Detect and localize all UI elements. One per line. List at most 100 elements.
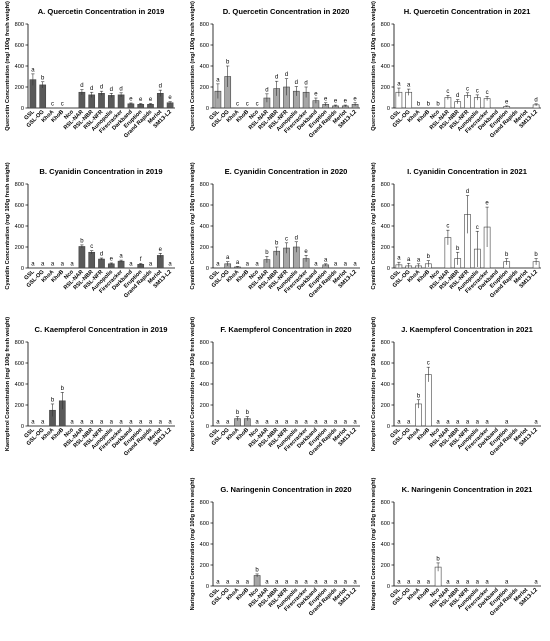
- y-tick-label: 600: [200, 521, 209, 527]
- significance-letter: b: [246, 410, 250, 416]
- panel-g: G. Naringenin Concentration in 2020 Narin…: [190, 478, 360, 617]
- bar: [88, 251, 96, 269]
- significance-letter: b: [61, 386, 65, 392]
- significance-letter: a: [236, 260, 240, 266]
- bar: [98, 258, 105, 269]
- significance-letter: a: [168, 262, 172, 268]
- significance-letter: d: [295, 80, 298, 86]
- significance-letter: a: [397, 580, 401, 586]
- panel-title: D. Quercetin Concentration in 2020: [223, 7, 350, 16]
- y-tick-label: 800: [381, 182, 390, 188]
- significance-letter: b: [236, 410, 240, 416]
- y-axis-label: Cyanidin Concentration (mg/ 100g fresh w…: [190, 162, 196, 289]
- significance-letter: d: [100, 85, 103, 91]
- significance-letter: a: [476, 580, 480, 586]
- panel-j: J. Kaempferol Concentration in 2021 Kaemp…: [371, 317, 541, 457]
- significance-letter: a: [226, 580, 230, 586]
- y-tick-label: 200: [15, 85, 24, 91]
- y-tick-label: 800: [200, 182, 209, 188]
- significance-letter: d: [119, 86, 122, 92]
- y-tick-label: 600: [15, 43, 24, 49]
- significance-letter: a: [80, 420, 84, 426]
- significance-letter: b: [417, 102, 421, 108]
- significance-letter: a: [456, 580, 460, 586]
- significance-letter: b: [255, 567, 259, 573]
- panel-k: K. Naringenin Concentration in 2021 Narin…: [371, 478, 541, 617]
- panel-title: A. Quercetin Concentration in 2019: [38, 7, 165, 16]
- y-tick-label: 0: [21, 266, 24, 272]
- significance-letter: c: [285, 236, 288, 242]
- significance-letter: c: [476, 88, 479, 94]
- panel-b: B. Cyanidin Concentration in 2019 Cyanidi…: [5, 162, 175, 299]
- y-tick-label: 200: [381, 403, 390, 409]
- significance-letter: a: [119, 254, 123, 260]
- significance-letter: a: [314, 420, 318, 426]
- significance-letter: a: [407, 420, 411, 426]
- y-tick-label: 800: [15, 340, 24, 346]
- y-tick-label: 800: [200, 340, 209, 346]
- significance-letter: e: [344, 99, 348, 105]
- significance-letter: a: [466, 580, 470, 586]
- y-tick-label: 800: [381, 22, 390, 28]
- y-tick-label: 0: [206, 424, 209, 430]
- significance-letter: a: [168, 420, 172, 426]
- y-tick-label: 400: [15, 382, 24, 388]
- significance-letter: b: [275, 241, 279, 247]
- panel-a: A. Quercetin Concentration in 2019 Querce…: [5, 1, 175, 139]
- y-tick-label: 400: [200, 224, 209, 230]
- significance-letter: a: [407, 257, 411, 263]
- y-axis-label: Quercetin Concentration (mg/ 100g fresh …: [190, 1, 196, 131]
- significance-letter: e: [168, 95, 172, 101]
- y-axis-label: Naringenin Concentration (mg/ 100g fresh…: [190, 478, 196, 611]
- significance-letter: a: [446, 580, 450, 586]
- y-tick-label: 400: [381, 382, 390, 388]
- significance-letter: d: [80, 83, 83, 89]
- y-tick-label: 600: [381, 521, 390, 527]
- significance-letter: a: [476, 420, 480, 426]
- panel-c: C. Kaempferol Concentration in 2019 Kaemp…: [5, 317, 175, 457]
- y-tick-label: 600: [381, 203, 390, 209]
- significance-letter: c: [476, 225, 479, 231]
- y-tick-label: 200: [381, 563, 390, 569]
- panel-title: C. Kaempferol Concentration in 2019: [35, 325, 168, 334]
- significance-letter: a: [129, 262, 133, 268]
- panel-title: F. Kaempferol Concentration in 2020: [220, 325, 351, 334]
- bar: [39, 84, 47, 109]
- significance-letter: a: [324, 420, 328, 426]
- significance-letter: a: [41, 420, 45, 426]
- y-tick-label: 0: [387, 106, 390, 112]
- y-tick-label: 200: [200, 245, 209, 251]
- y-tick-label: 400: [200, 64, 209, 70]
- y-axis-label: Kaempferol Concentration (mg/ 100g fresh…: [5, 317, 11, 451]
- y-axis-label: Quercetin Concentration (mg/ 100g fresh …: [5, 1, 11, 131]
- significance-letter: e: [129, 96, 133, 102]
- panel-title: G. Naringenin Concentration in 2020: [220, 485, 351, 494]
- y-tick-label: 600: [381, 43, 390, 49]
- significance-letter: e: [485, 201, 489, 207]
- y-tick-label: 0: [206, 266, 209, 272]
- y-tick-label: 200: [200, 403, 209, 409]
- significance-letter: f: [140, 257, 142, 263]
- significance-letter: c: [246, 102, 249, 108]
- significance-letter: a: [344, 262, 348, 268]
- significance-letter: a: [226, 255, 230, 261]
- y-tick-label: 800: [200, 500, 209, 506]
- significance-letter: e: [353, 96, 357, 102]
- significance-letter: a: [149, 420, 153, 426]
- significance-letter: e: [314, 92, 318, 98]
- significance-letter: d: [159, 84, 162, 90]
- y-tick-label: 0: [21, 424, 24, 430]
- significance-letter: a: [265, 420, 269, 426]
- significance-letter: a: [226, 420, 230, 426]
- panel-d: D. Quercetin Concentration in 2020 Querce…: [190, 1, 360, 139]
- significance-letter: d: [304, 81, 307, 87]
- significance-letter: e: [505, 99, 509, 105]
- significance-letter: a: [456, 420, 460, 426]
- y-tick-label: 800: [381, 500, 390, 506]
- significance-letter: a: [397, 420, 401, 426]
- significance-letter: d: [110, 87, 113, 93]
- panel-title: B. Cyanidin Concentration in 2019: [39, 167, 162, 176]
- y-tick-label: 0: [387, 424, 390, 430]
- significance-letter: a: [407, 580, 411, 586]
- y-tick-label: 800: [15, 182, 24, 188]
